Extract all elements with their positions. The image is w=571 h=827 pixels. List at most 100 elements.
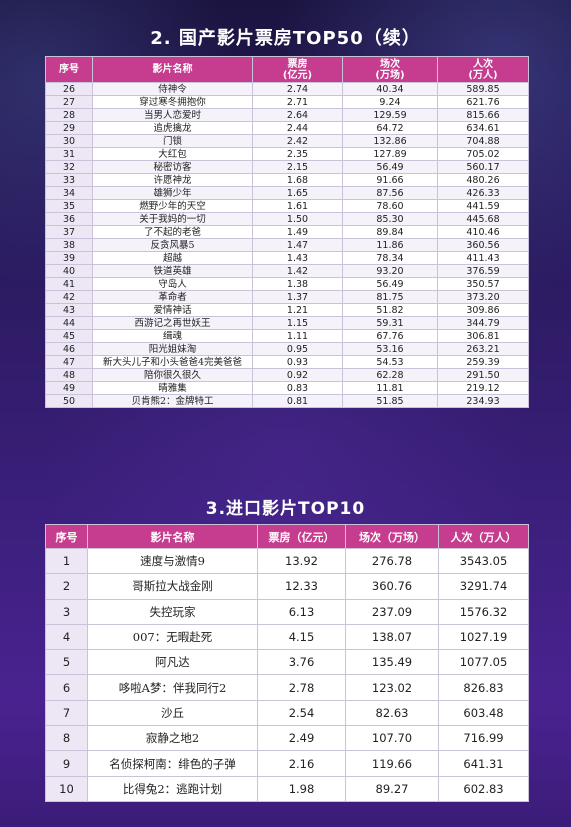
box-office-cell: 2.49 (257, 725, 346, 752)
film-name-cell: 西游记之再世妖王 (92, 316, 253, 330)
box-office-cell: 1.65 (252, 186, 343, 200)
attendance-cell: 705.02 (437, 147, 529, 161)
rank-cell: 30 (45, 134, 93, 148)
screenings-cell: 132.86 (342, 134, 438, 148)
film-name-cell: 超越 (92, 251, 253, 265)
screenings-cell: 9.24 (342, 95, 438, 109)
box-office-cell: 12.33 (257, 573, 346, 600)
attendance-cell: 309.86 (437, 303, 529, 317)
table-row: 2 哥斯拉大战金刚 12.33 360.76 3291.74 (45, 573, 529, 600)
film-name-cell: 革命者 (92, 290, 253, 304)
screenings-cell: 78.34 (342, 251, 438, 265)
attendance-cell: 621.76 (437, 95, 529, 109)
attendance-cell: 411.43 (437, 251, 529, 265)
film-name-cell: 关于我妈的一切 (92, 212, 253, 226)
box-office-cell: 2.15 (252, 160, 343, 174)
attendance-cell: 704.88 (437, 134, 529, 148)
table-row: 29 追虎擒龙 2.44 64.72 634.61 (45, 121, 529, 135)
film-name-cell: 名侦探柯南：绯色的子弹 (87, 750, 258, 777)
rank-cell: 33 (45, 173, 93, 187)
rank-cell: 3 (45, 598, 88, 625)
screenings-cell: 11.81 (342, 381, 438, 395)
table-row: 27 穿过寒冬拥抱你 2.71 9.24 621.76 (45, 95, 529, 109)
attendance-cell: 306.81 (437, 329, 529, 343)
screenings-cell: 135.49 (345, 649, 439, 676)
box-office-cell: 2.64 (252, 108, 343, 122)
rank-cell: 4 (45, 623, 88, 651)
header-film-name: 影片名称 (87, 524, 258, 549)
film-name-cell: 门锁 (92, 134, 253, 148)
table-row: 41 守岛人 1.38 56.49 350.57 (45, 277, 529, 291)
screenings-cell: 59.31 (342, 316, 438, 330)
attendance-cell: 373.20 (437, 290, 529, 304)
rank-cell: 45 (45, 329, 93, 343)
rank-cell: 28 (45, 108, 93, 122)
section-title-imported: 3.进口影片TOP10 (205, 499, 366, 519)
attendance-cell: 441.59 (437, 199, 529, 213)
attendance-cell: 3543.05 (438, 547, 529, 575)
table-row: 37 了不起的老爸 1.49 89.84 410.46 (45, 225, 529, 239)
rank-cell: 26 (45, 82, 93, 96)
film-name-cell: 雄狮少年 (92, 186, 253, 200)
header-box-office: 票房 (亿元) (252, 56, 343, 83)
rank-cell: 41 (45, 277, 93, 291)
rank-cell: 27 (45, 95, 93, 109)
section-title-domestic: 2. 国产影片票房TOP50（续） (150, 28, 421, 49)
header-screenings: 场次 (万场) (342, 56, 438, 83)
attendance-cell: 1077.05 (438, 649, 529, 676)
table-header-row: 序号 影片名称 票房 (亿元) 场次 (万场) 人次 (万人) (45, 56, 529, 83)
rank-cell: 44 (45, 316, 93, 330)
attendance-cell: 480.26 (437, 173, 529, 187)
film-name-cell: 007：无暇赴死 (87, 623, 258, 651)
attendance-cell: 259.39 (437, 355, 529, 369)
attendance-cell: 602.83 (438, 775, 529, 802)
attendance-cell: 376.59 (437, 264, 529, 278)
attendance-cell: 603.48 (438, 699, 529, 727)
table-row: 48 陪你很久很久 0.92 62.28 291.50 (45, 368, 529, 382)
box-office-cell: 2.16 (257, 750, 346, 777)
header-box-office: 票房（亿元） (257, 524, 346, 549)
attendance-cell: 291.50 (437, 368, 529, 382)
screenings-cell: 81.75 (342, 290, 438, 304)
box-office-cell: 1.37 (252, 290, 343, 304)
rank-cell: 7 (45, 699, 88, 727)
attendance-cell: 410.46 (437, 225, 529, 239)
screenings-cell: 82.63 (345, 699, 439, 727)
table-row: 45 缉魂 1.11 67.76 306.81 (45, 329, 529, 343)
rank-cell: 8 (45, 725, 88, 752)
film-name-cell: 守岛人 (92, 277, 253, 291)
film-name-cell: 缉魂 (92, 329, 253, 343)
film-name-cell: 晴雅集 (92, 381, 253, 395)
box-office-cell: 1.15 (252, 316, 343, 330)
screenings-cell: 51.85 (342, 394, 438, 408)
box-office-cell: 2.35 (252, 147, 343, 161)
rank-cell: 37 (45, 225, 93, 239)
box-office-cell: 2.71 (252, 95, 343, 109)
table-row: 42 革命者 1.37 81.75 373.20 (45, 290, 529, 304)
screenings-cell: 89.84 (342, 225, 438, 239)
rank-cell: 34 (45, 186, 93, 200)
film-name-cell: 侍神令 (92, 82, 253, 96)
box-office-cell: 1.21 (252, 303, 343, 317)
box-office-cell: 1.43 (252, 251, 343, 265)
screenings-cell: 56.49 (342, 160, 438, 174)
film-name-cell: 新大头儿子和小头爸爸4完美爸爸 (92, 355, 253, 369)
header-film-name: 影片名称 (92, 56, 253, 83)
table-row: 1 速度与激情9 13.92 276.78 3543.05 (45, 547, 529, 575)
table-row: 3 失控玩家 6.13 237.09 1576.32 (45, 598, 529, 625)
rank-cell: 9 (45, 750, 88, 777)
screenings-cell: 93.20 (342, 264, 438, 278)
rank-cell: 32 (45, 160, 93, 174)
screenings-cell: 56.49 (342, 277, 438, 291)
attendance-cell: 1576.32 (438, 598, 529, 625)
film-name-cell: 燃野少年的天空 (92, 199, 253, 213)
table-header-row: 序号 影片名称 票房（亿元） 场次（万场） 人次（万人） (45, 524, 529, 549)
film-name-cell: 陪你很久很久 (92, 368, 253, 382)
table-row: 31 大红包 2.35 127.89 705.02 (45, 147, 529, 161)
screenings-cell: 87.56 (342, 186, 438, 200)
attendance-cell: 350.57 (437, 277, 529, 291)
film-name-cell: 爱情神话 (92, 303, 253, 317)
header-screenings: 场次（万场） (345, 524, 439, 549)
screenings-cell: 78.60 (342, 199, 438, 213)
rank-cell: 36 (45, 212, 93, 226)
